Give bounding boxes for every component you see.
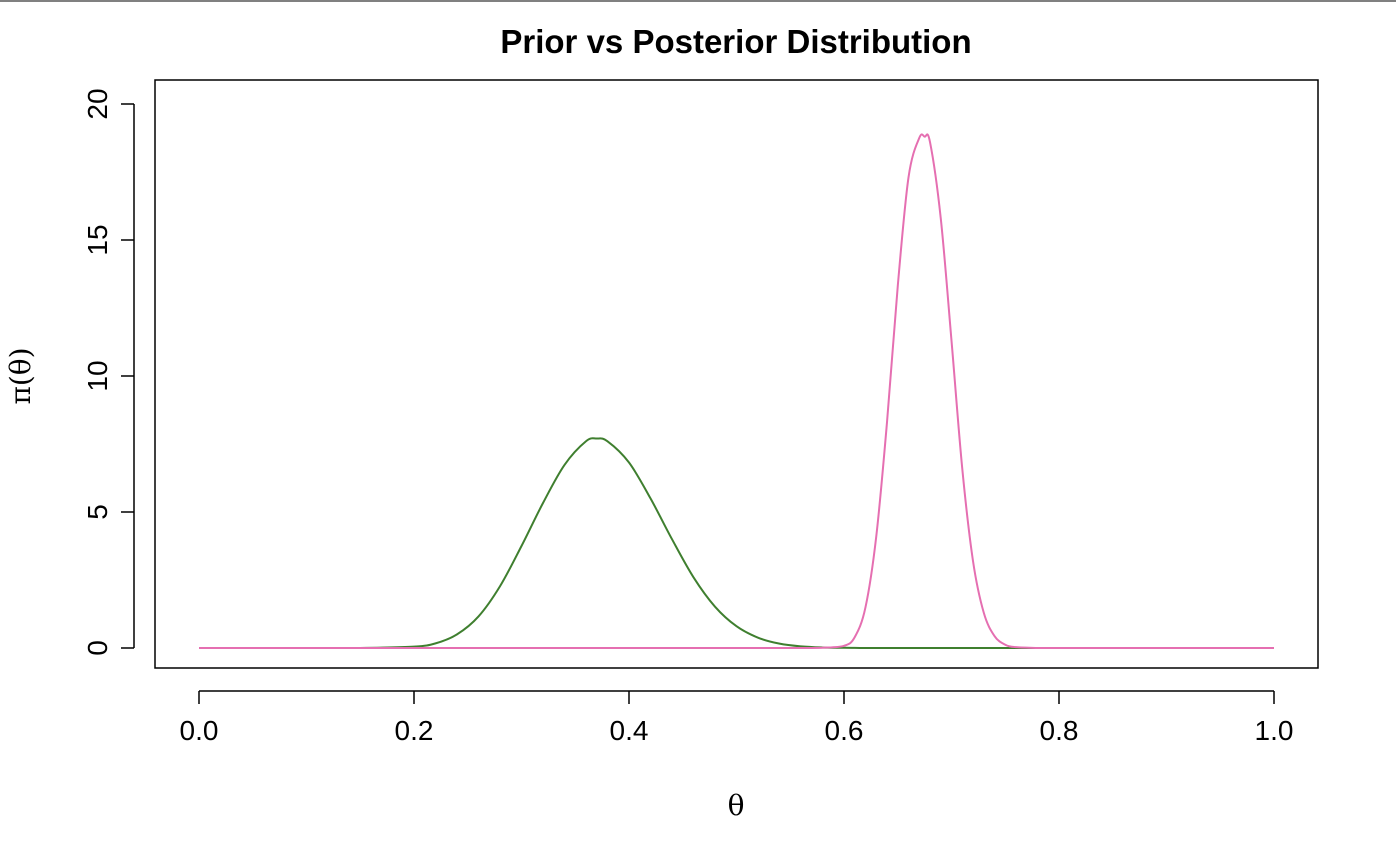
y-tick-label: 20 (82, 88, 113, 119)
series-line-2 (199, 133, 1274, 649)
x-tick-label: 0.8 (1040, 715, 1079, 746)
plot-frame (154, 79, 1319, 669)
series-layer (199, 133, 1274, 649)
x-axis: 0.0 0.2 0.4 0.6 0.8 1.0 (180, 690, 1294, 746)
y-tick-label: 5 (82, 504, 113, 520)
y-axis-label: π(θ) (4, 347, 37, 404)
y-tick-label: 15 (82, 224, 113, 255)
x-tick-label: 0.6 (825, 715, 864, 746)
x-tick-label: 0.4 (610, 715, 649, 746)
y-tick-label: 0 (82, 640, 113, 656)
x-tick-label: 0.2 (395, 715, 434, 746)
y-axis: 0 5 10 15 20 (82, 88, 135, 656)
y-tick-label: 10 (82, 360, 113, 391)
chart-title: Prior vs Posterior Distribution (500, 23, 971, 60)
x-tick-label: 0.0 (180, 715, 219, 746)
x-tick-label: 1.0 (1255, 715, 1294, 746)
x-axis-label: θ (728, 789, 745, 822)
